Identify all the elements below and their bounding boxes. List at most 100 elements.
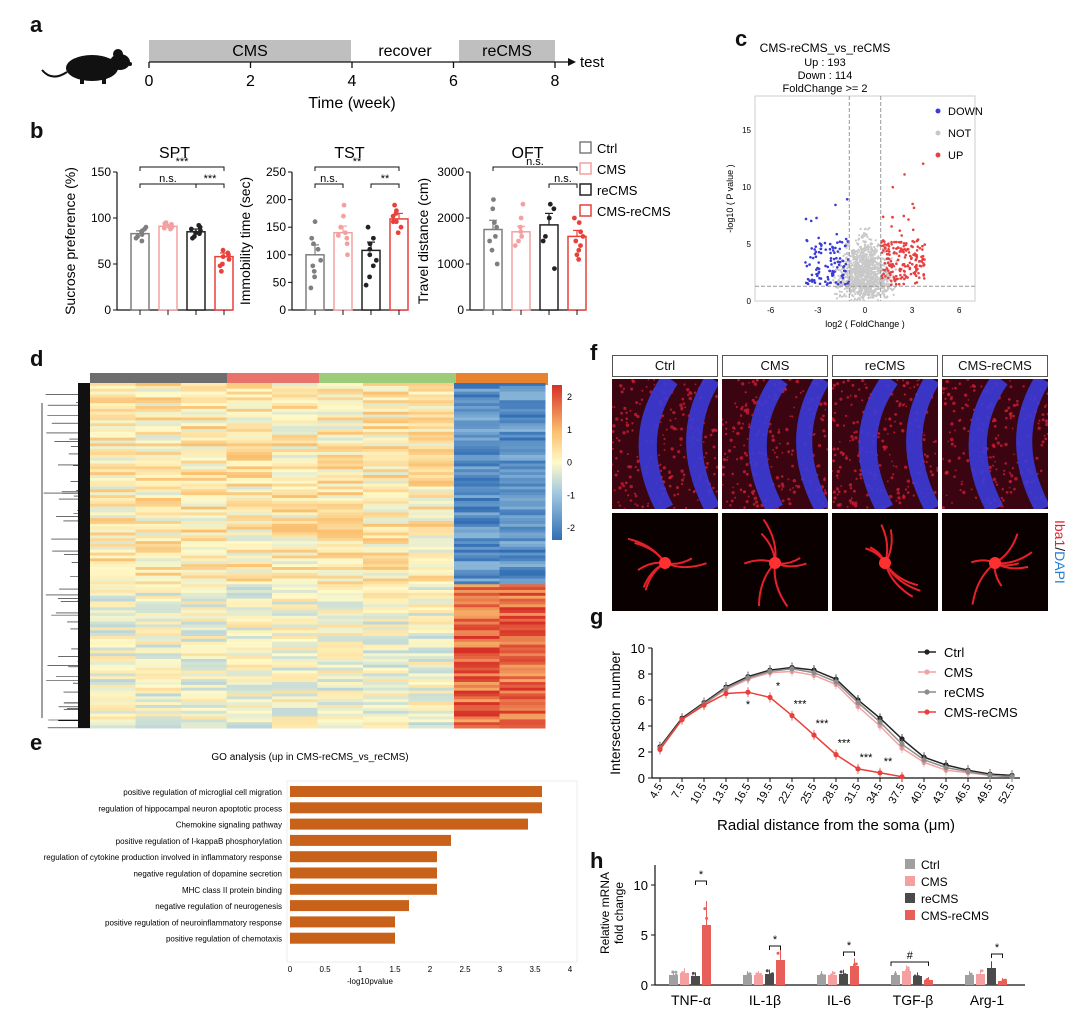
up-point: [920, 260, 924, 263]
not-point: [865, 253, 868, 256]
iba1-speck: [745, 463, 749, 467]
iba1-speck: [1013, 453, 1015, 456]
heatmap-cell: [499, 687, 546, 692]
legend-dot: [935, 130, 941, 136]
heatmap-cell: [181, 535, 227, 539]
bar: [902, 971, 911, 985]
heatmap-cell: [272, 523, 318, 528]
iba1-speck: [838, 465, 842, 469]
iba1-speck: [898, 404, 901, 408]
not-point: [837, 274, 840, 277]
heatmap-cell: [363, 598, 409, 602]
heatmap-cell: [181, 498, 227, 502]
heatmap-cell: [317, 684, 364, 689]
heatmap-cell: [408, 437, 455, 441]
iba1-speck: [712, 445, 716, 449]
sig-label: ***: [838, 738, 852, 750]
iba1-speck: [866, 506, 869, 509]
x-tick-label: 43.5: [930, 782, 951, 807]
iba1-speck: [832, 490, 837, 494]
heatmap-cell: [90, 529, 136, 533]
heatmap-cell: [499, 529, 546, 533]
iba1-speck: [963, 393, 968, 397]
heatmap-cell: [317, 578, 364, 582]
heatmap-cell: [454, 552, 500, 556]
up-point: [907, 251, 911, 254]
heatmap-cell: [181, 725, 227, 729]
down-point: [823, 241, 827, 245]
up-point: [892, 246, 895, 250]
not-point: [858, 296, 861, 299]
up-point: [886, 276, 890, 280]
iba1-speck: [898, 501, 902, 505]
heatmap-cell: [226, 659, 273, 663]
iba1-speck: [737, 421, 741, 425]
heatmap-cell: [408, 477, 455, 482]
not-point: [855, 253, 858, 256]
iba1-speck: [623, 406, 627, 410]
iba1-speck: [713, 472, 716, 476]
heatmap-cell: [226, 521, 273, 525]
heatmap-cell: [317, 598, 364, 602]
heatmap-cell: [226, 449, 273, 453]
not-point: [833, 276, 836, 279]
heatmap-cell: [408, 452, 455, 456]
iba1-speck: [835, 423, 840, 427]
heatmap-cell: [226, 383, 273, 387]
iba1-speck: [823, 434, 827, 438]
heatmap-cell: [408, 521, 455, 525]
heatmap-cell: [363, 434, 409, 439]
data-point: [370, 235, 376, 241]
x-tick-label: 4.5: [648, 782, 666, 801]
heatmap-cell: [181, 705, 227, 709]
heatmap-cell: [317, 682, 364, 686]
heatmap-cell: [499, 572, 546, 577]
iba1-speck: [791, 464, 794, 468]
heatmap-cell: [363, 397, 409, 401]
heatmap-cell: [363, 613, 409, 617]
heatmap-cell: [317, 584, 364, 588]
not-point: [853, 267, 856, 270]
heatmap-cell: [226, 475, 273, 479]
iba1-speck: [836, 477, 839, 480]
heatmap-cell: [317, 601, 364, 605]
data-point: [657, 746, 663, 752]
iba1-speck: [954, 429, 957, 432]
iba1-speck: [730, 499, 734, 503]
heatmap-cell: [363, 486, 409, 490]
data-point: [367, 246, 373, 252]
heatmap-cell: [363, 696, 409, 700]
heatmap-cell: [317, 406, 364, 410]
not-point: [835, 293, 838, 296]
data-point: [844, 974, 848, 978]
heatmap-cell: [317, 420, 364, 424]
legend-label: reCMS: [921, 892, 958, 906]
heatmap-cell: [181, 641, 227, 646]
heatmap-cell: [363, 532, 409, 536]
iba1-speck: [993, 425, 997, 428]
iba1-speck: [623, 507, 626, 509]
data-point: [345, 252, 350, 258]
iba1-speck: [628, 475, 632, 479]
iba1-speck: [918, 379, 920, 381]
data-point: [365, 224, 371, 230]
heatmap-cell: [226, 630, 273, 634]
heatmap-cell: [90, 561, 136, 565]
heatmap-cell: [408, 682, 455, 686]
heatmap-cell: [454, 690, 500, 694]
heatmap-cell: [272, 420, 318, 424]
color-scale-label: 0: [567, 458, 572, 468]
heatmap-cell: [499, 564, 546, 568]
iba1-speck: [1041, 418, 1045, 422]
x-tick-label: 0.5: [319, 965, 331, 974]
down-point: [840, 240, 844, 244]
heatmap-cell: [181, 480, 227, 485]
heatmap-cell: [272, 656, 318, 660]
heatmap-cell: [272, 607, 318, 611]
not-point: [859, 227, 862, 231]
not-point: [862, 262, 865, 265]
heatmap-cell: [135, 397, 182, 401]
iba1-speck: [631, 422, 634, 425]
heatmap-cell: [317, 423, 364, 427]
heatmap-cell: [317, 702, 364, 706]
